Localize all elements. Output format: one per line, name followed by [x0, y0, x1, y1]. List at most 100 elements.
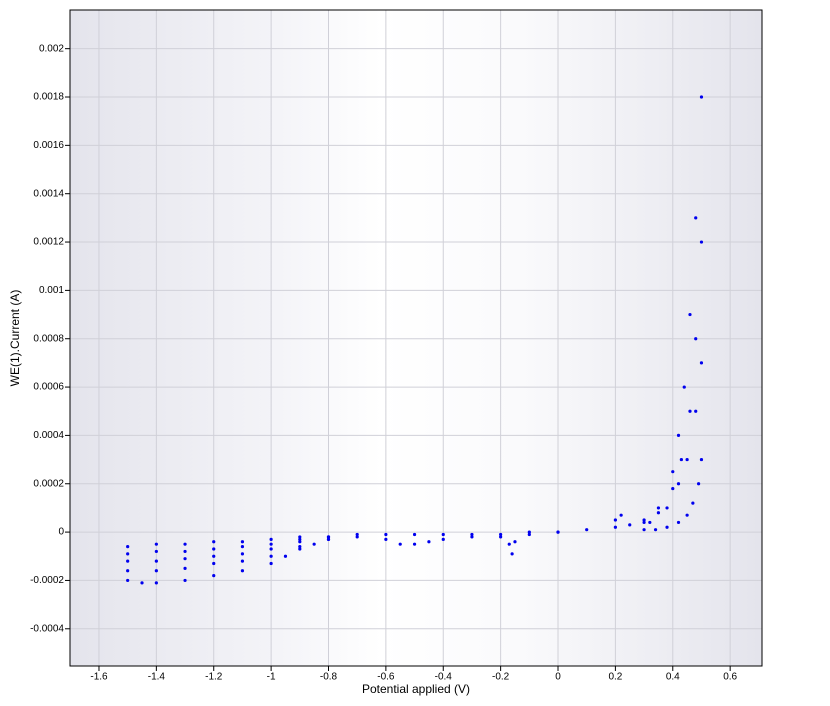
data-point [154, 569, 158, 573]
data-point [688, 409, 692, 413]
x-axis-label: Potential applied (V) [362, 682, 470, 696]
data-point [699, 240, 704, 244]
data-point [619, 513, 623, 517]
data-point [642, 528, 646, 532]
data-point [326, 535, 331, 539]
y-tick-label: 0.0018 [33, 92, 64, 103]
plot-frame [69, 9, 763, 667]
y-tick-label: 0.0016 [33, 140, 64, 151]
y-tick-label: 0.001 [39, 285, 64, 296]
data-point [126, 569, 130, 573]
data-point [212, 540, 216, 544]
data-point [240, 552, 245, 556]
data-point [671, 486, 675, 491]
data-point [427, 540, 431, 544]
data-point [613, 525, 617, 529]
data-point [126, 559, 130, 563]
data-point [691, 501, 695, 505]
data-point [212, 561, 216, 566]
x-tick-label: -1.2 [205, 672, 223, 683]
x-tick-label: -1.6 [90, 672, 108, 683]
data-point [676, 482, 681, 486]
data-point [126, 552, 130, 556]
x-tick-label: 0.2 [608, 672, 622, 683]
data-point [154, 581, 158, 585]
data-point [585, 528, 589, 532]
data-point [154, 542, 158, 546]
x-tick-label: 0 [555, 672, 561, 683]
data-point [694, 337, 698, 341]
data-point [183, 566, 187, 570]
data-point [183, 549, 187, 554]
data-point [665, 506, 669, 510]
data-point [183, 578, 187, 583]
data-point [398, 542, 402, 546]
x-tick-label: 0.4 [666, 672, 680, 683]
data-point [212, 554, 216, 558]
data-point [212, 574, 216, 578]
data-point [154, 559, 158, 563]
data-point [685, 457, 689, 462]
data-point [513, 540, 517, 544]
data-point [527, 530, 531, 534]
x-tick-label: -0.6 [377, 672, 395, 683]
data-point [441, 537, 445, 541]
y-tick-label: -0.0004 [30, 623, 64, 634]
data-point [613, 518, 617, 522]
data-point [240, 544, 245, 549]
data-point [676, 520, 681, 525]
data-point [183, 542, 187, 546]
data-point [384, 537, 388, 541]
y-axis-label: WE(1).Current (A) [8, 290, 22, 387]
data-point [355, 535, 359, 539]
data-point [656, 511, 661, 515]
data-point [269, 542, 273, 546]
data-point [694, 409, 698, 413]
data-point [298, 535, 302, 539]
data-point [642, 520, 646, 525]
data-point [507, 542, 511, 546]
data-point [126, 578, 130, 583]
y-tick-label: -0.0002 [30, 575, 64, 586]
data-point [679, 457, 683, 462]
data-point [298, 547, 302, 551]
data-point [355, 532, 359, 537]
data-point [676, 433, 681, 438]
data-point [326, 537, 331, 541]
x-tick-label: -1.4 [148, 672, 166, 683]
data-point [240, 559, 245, 563]
data-point [183, 557, 187, 561]
data-point [470, 532, 474, 537]
data-point [240, 540, 245, 544]
data-point [510, 552, 514, 556]
y-tick-label: 0 [58, 527, 64, 538]
data-point [283, 554, 288, 558]
y-tick-label: 0.0004 [33, 430, 64, 441]
y-tick-label: 0.0014 [33, 188, 64, 199]
data-point [269, 554, 273, 558]
data-point [685, 513, 689, 517]
data-point [298, 540, 302, 544]
data-point [699, 361, 704, 365]
data-point [696, 482, 701, 486]
data-point [665, 525, 669, 529]
y-tick-label: 0.002 [39, 43, 64, 54]
y-tick-label: 0.0008 [33, 333, 64, 344]
data-point [441, 532, 445, 537]
data-point [671, 470, 675, 474]
data-point [298, 537, 302, 541]
data-point [269, 561, 273, 566]
data-point [699, 95, 704, 99]
data-point [688, 312, 692, 317]
data-point [298, 544, 302, 549]
data-point [694, 216, 698, 220]
data-point [628, 523, 632, 527]
data-point [154, 549, 158, 554]
points [126, 95, 704, 585]
data-point [556, 530, 560, 534]
x-tick-label: -1 [267, 672, 276, 683]
data-point [412, 532, 417, 537]
data-point [499, 535, 503, 539]
data-point [682, 385, 686, 389]
